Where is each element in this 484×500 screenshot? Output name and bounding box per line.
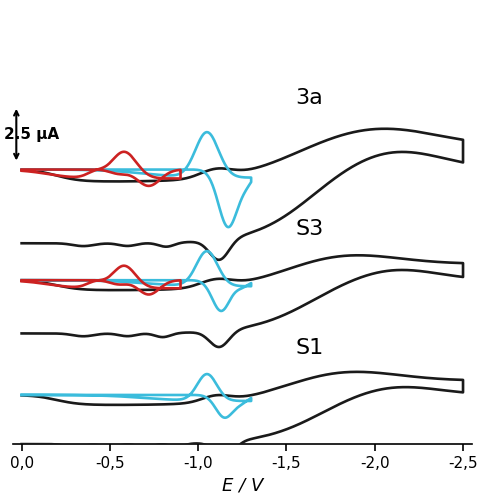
Text: 2.5 μA: 2.5 μA: [4, 127, 59, 142]
X-axis label: E / V: E / V: [221, 476, 262, 494]
Text: 3a: 3a: [295, 88, 322, 108]
Text: S1: S1: [295, 338, 323, 358]
Text: S3: S3: [295, 219, 323, 239]
